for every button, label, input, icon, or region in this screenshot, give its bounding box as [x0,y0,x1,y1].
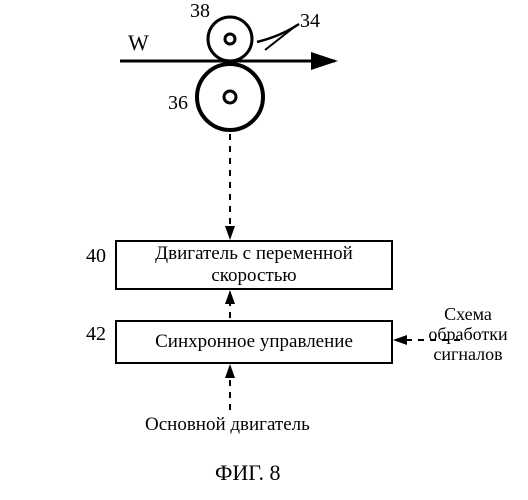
roller-36-axis [224,91,236,103]
label-signal-line2: обработки [428,324,507,344]
roller-38-axis [225,34,235,44]
label-ref-34: 34 [300,10,320,33]
label-signal-line3: сигналов [433,344,502,364]
roller-38 [208,17,252,61]
label-W: W [128,30,149,56]
label-main-motor: Основной двигатель [145,414,310,436]
label-ref-38: 38 [190,0,210,23]
box-sync-control-text: Синхронное управление [155,331,353,353]
label-ref-36: 36 [168,92,188,115]
figure-caption: ФИГ. 8 [215,460,281,486]
label-signal-processing: Схема обработки сигналов [418,305,518,364]
label-signal-line1: Схема [444,304,492,324]
box-variable-speed-motor-text: Двигатель с переменной скоростью [155,243,353,287]
roller-36 [197,64,263,130]
label-ref-40: 40 [86,245,106,268]
box-sync-control: Синхронное управление [115,320,393,364]
box-variable-speed-motor: Двигатель с переменной скоростью [115,240,393,290]
label-ref-42: 42 [86,323,106,346]
